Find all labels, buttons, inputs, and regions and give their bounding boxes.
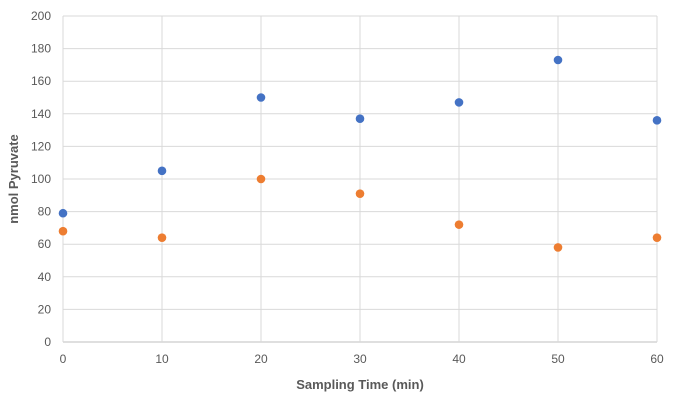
data-point-series-1: [256, 93, 266, 102]
data-point-series-2: [553, 243, 563, 252]
data-point-series-2: [256, 174, 266, 184]
y-tick-label: 20: [38, 302, 52, 316]
x-tick-label: 60: [650, 352, 664, 366]
y-tick-label: 80: [38, 205, 52, 219]
x-tick-label: 20: [254, 352, 268, 366]
y-tick-label: 0: [44, 335, 51, 349]
x-axis-title: Sampling Time (min): [296, 377, 424, 392]
axes: 0 20 40 60 80 100 120 140 160 180 200 0 10 20 30 40 50 60: [31, 9, 664, 366]
x-tick-label: 40: [452, 352, 466, 366]
data-point-series-1: [652, 116, 662, 125]
data-point-series-2: [652, 233, 662, 242]
y-tick-label: 180: [31, 42, 51, 56]
x-tick-label: 0: [60, 352, 67, 366]
y-tick-label: 120: [31, 139, 51, 153]
y-tick-label: 100: [31, 172, 51, 186]
data-point-series-2: [157, 233, 167, 242]
data-point-series-1: [553, 55, 563, 65]
y-tick-label: 140: [31, 107, 51, 121]
data-point-series-1: [157, 166, 167, 176]
data-point-series-1: [454, 98, 464, 107]
gridlines: [62, 15, 658, 343]
data-point-series-2: [355, 189, 365, 198]
data-point-series-1: [58, 208, 68, 218]
y-tick-label: 160: [31, 74, 51, 88]
x-tick-label: 50: [551, 352, 565, 366]
data-point-series-2: [58, 226, 68, 236]
y-axis-title: nmol Pyruvate: [6, 134, 21, 224]
data-point-series-2: [454, 220, 464, 229]
x-tick-label: 10: [155, 352, 169, 366]
y-tick-label: 60: [38, 237, 52, 251]
x-tick-label: 30: [353, 352, 367, 366]
y-tick-label: 40: [38, 270, 52, 284]
data-points: [58, 55, 662, 252]
y-tick-label: 200: [31, 9, 51, 23]
data-point-series-1: [355, 114, 365, 123]
